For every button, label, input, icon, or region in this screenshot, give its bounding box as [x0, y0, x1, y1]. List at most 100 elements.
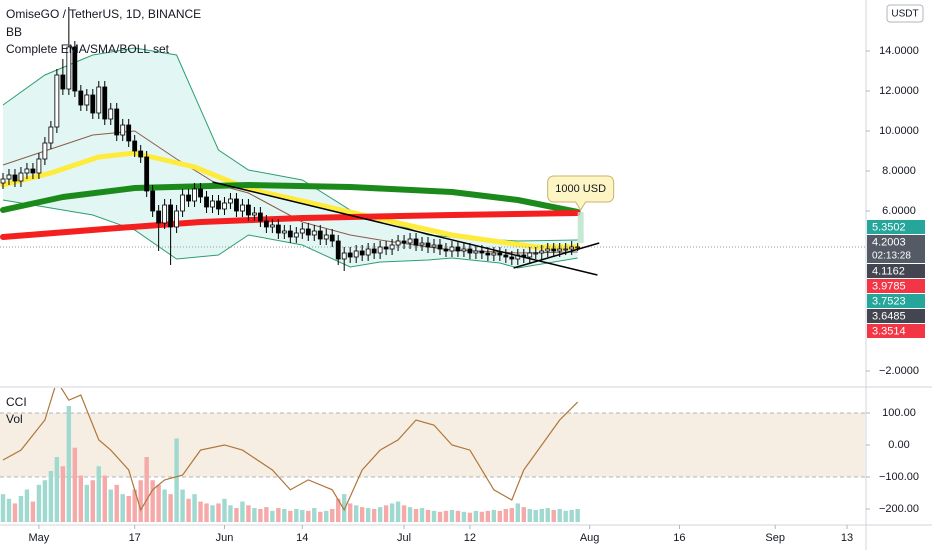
candle-body — [132, 140, 138, 152]
volume-bar — [222, 498, 227, 522]
trendline — [513, 242, 600, 269]
candle-body — [42, 142, 48, 160]
candle-body — [60, 74, 66, 90]
band-fill — [2, 48, 578, 268]
candle-body — [162, 204, 168, 224]
candle-body — [455, 246, 461, 252]
candle-body — [246, 204, 251, 216]
volume-bar — [359, 507, 365, 522]
candle-body — [293, 232, 299, 238]
x-tick-label: May — [29, 532, 50, 544]
y-tick-label: 6.0000 — [882, 205, 916, 217]
volume-bar — [300, 509, 305, 522]
candle-body — [329, 234, 335, 242]
volume-bar — [449, 509, 455, 522]
volume-bar — [66, 405, 72, 522]
candle-body — [150, 190, 156, 212]
volume-bar — [521, 507, 526, 522]
volume-bar — [84, 484, 89, 522]
candle-body — [114, 108, 120, 136]
volume-bar — [371, 509, 377, 522]
y-tick-label: −200.00 — [879, 503, 919, 515]
price-label-box — [867, 220, 925, 234]
candle-body — [401, 240, 407, 244]
volume-bar — [330, 509, 335, 522]
candle-body — [281, 230, 287, 234]
volume-bar — [551, 509, 556, 522]
volume-bar — [150, 480, 155, 522]
y-tick-label: 10.0000 — [879, 125, 919, 137]
price-label: 4.2003 — [872, 236, 906, 248]
volume-bar — [353, 505, 359, 522]
candle-body — [84, 94, 90, 106]
volume-bar — [563, 510, 568, 522]
candle-body — [186, 194, 191, 202]
candle-body — [216, 200, 221, 210]
volume-bar — [389, 503, 395, 522]
x-tick-label: 17 — [129, 532, 141, 544]
candle-body — [323, 234, 329, 240]
volume-bar — [479, 511, 485, 522]
volume-bar — [324, 510, 329, 522]
candle-body — [66, 46, 72, 90]
volume-bar — [377, 507, 383, 522]
candle-body — [222, 202, 227, 210]
price-label: 3.9785 — [872, 280, 906, 292]
candle-body — [545, 248, 551, 252]
candle-body — [359, 250, 365, 256]
volume-bar — [42, 480, 48, 522]
indicator-label: Complete EMA/SMA/BOLL set — [6, 42, 170, 56]
volume-bar — [437, 511, 443, 522]
candle-body — [431, 244, 437, 248]
volume-bar — [120, 494, 125, 522]
candle-body — [365, 248, 371, 256]
volume-bar — [419, 508, 425, 522]
x-tick-label: 12 — [464, 532, 476, 544]
volume-bar — [383, 505, 389, 522]
candle-body — [228, 198, 233, 204]
volume-bar — [102, 475, 107, 522]
candle-body — [437, 244, 443, 250]
y-tick-label: 100.00 — [882, 407, 916, 419]
candle-body — [419, 242, 425, 246]
candle-body — [174, 210, 179, 228]
candle-body — [24, 168, 30, 174]
volume-bar — [6, 498, 12, 522]
x-tick-label: 14 — [296, 532, 308, 544]
volume-bar — [282, 509, 287, 522]
candle-body — [317, 230, 323, 240]
price-label-box — [867, 324, 925, 338]
x-tick-label: 16 — [673, 532, 685, 544]
volume-bar — [395, 501, 401, 522]
volume-bar — [347, 503, 353, 522]
price-label-box — [867, 279, 925, 293]
candle-body — [389, 244, 395, 250]
price-label-box — [867, 264, 925, 278]
candle-body — [138, 150, 144, 158]
candle-body — [371, 248, 377, 254]
volume-bar — [162, 489, 167, 522]
volume-bar — [72, 447, 78, 522]
annotation-marker — [577, 212, 584, 243]
volume-bar — [114, 484, 119, 522]
candle-body — [180, 194, 185, 212]
candle-body — [275, 224, 281, 234]
volume-bar — [461, 511, 467, 522]
candle-body — [479, 250, 485, 254]
volume-bar — [54, 457, 60, 522]
pane-label: Vol — [6, 412, 23, 426]
volume-bar — [497, 510, 503, 522]
volume-bar — [294, 509, 299, 522]
candle-body — [54, 74, 60, 128]
volume-bar — [485, 510, 491, 522]
moving-average — [0, 210, 581, 240]
cci-line — [2, 388, 579, 512]
volume-bar — [192, 494, 197, 522]
volume-bar — [198, 501, 203, 522]
volume-bar — [108, 489, 113, 522]
currency-box[interactable] — [886, 4, 924, 23]
volume-bar — [30, 501, 36, 522]
volume-bar — [12, 503, 18, 522]
volume-bar — [318, 511, 323, 522]
